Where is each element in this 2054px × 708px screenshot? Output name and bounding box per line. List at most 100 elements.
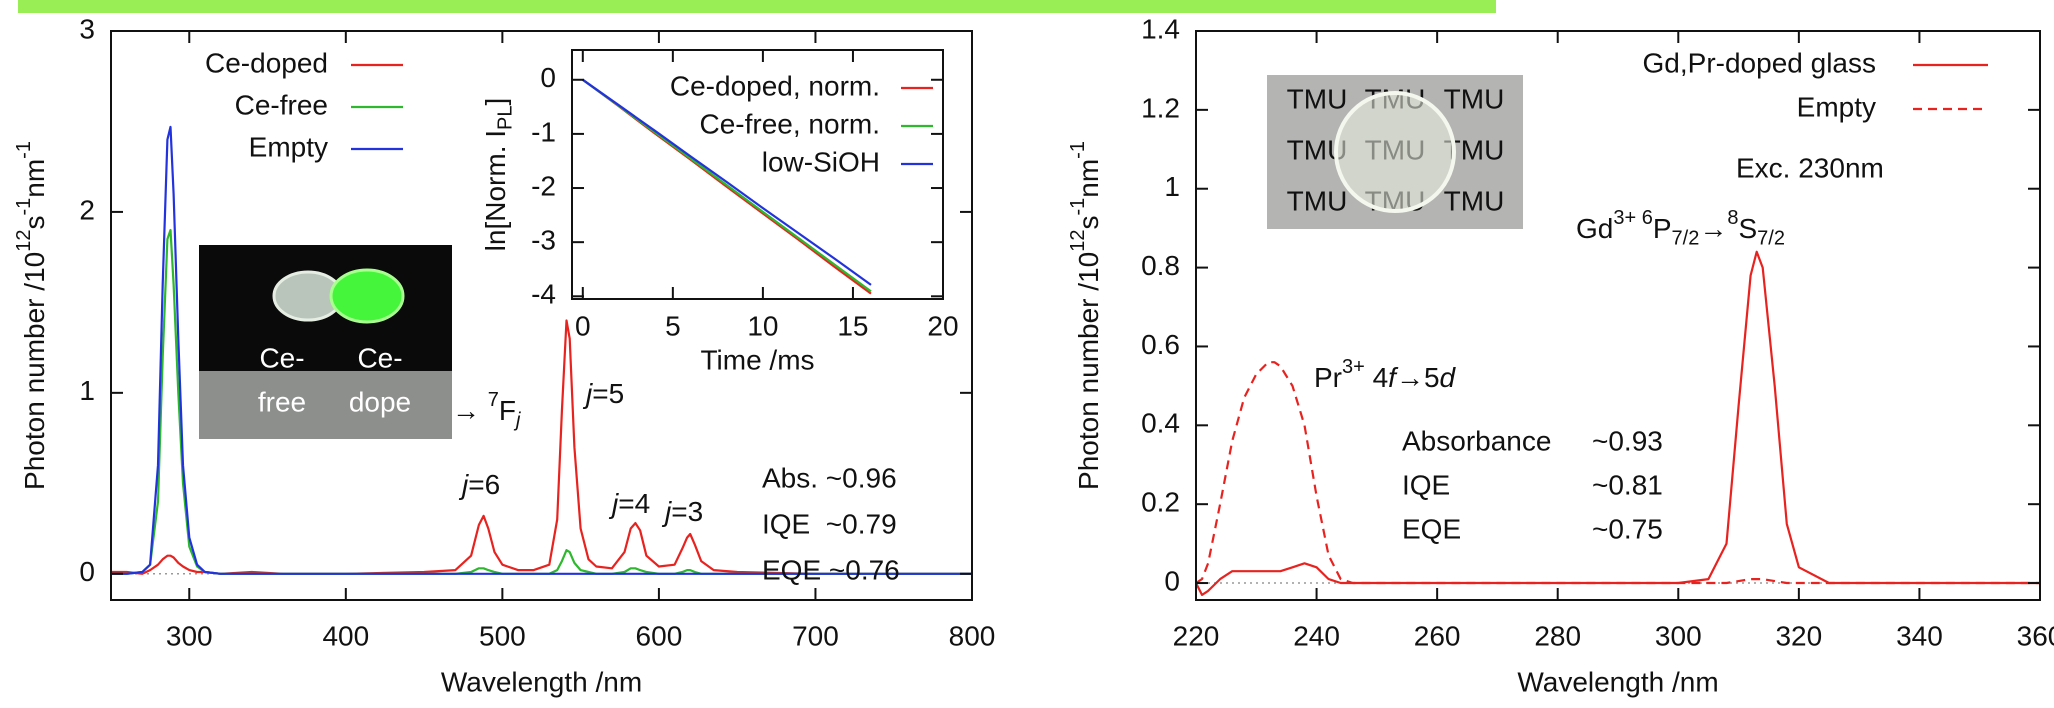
x-axis-title: Wavelength /nm xyxy=(1517,666,1718,697)
annotation: → 7Fj xyxy=(452,390,521,432)
text-segment: j xyxy=(513,410,521,432)
text-segment: j xyxy=(661,496,672,527)
text-segment: s xyxy=(19,216,50,230)
text-segment: =3 xyxy=(671,496,703,527)
text-segment: → xyxy=(1699,213,1727,244)
text-segment: S xyxy=(1738,213,1757,244)
result-text: EQE xyxy=(1402,513,1461,544)
photo-label: TMU xyxy=(1444,83,1505,114)
legend-label: Gd,Pr-doped glass xyxy=(1643,47,1876,78)
y-tick-label: 0 xyxy=(79,556,95,587)
text-segment: → xyxy=(452,395,488,426)
x-tick-label: 600 xyxy=(636,620,683,651)
photo-label: TMU xyxy=(1444,185,1505,216)
photo-sample xyxy=(1334,91,1456,213)
result-text: IQE ~0.79 xyxy=(762,508,897,539)
text-segment: F xyxy=(499,395,516,426)
result-text: IQE xyxy=(1402,469,1450,500)
text-segment: 12 xyxy=(1068,230,1090,252)
x-tick-label: 15 xyxy=(837,310,868,341)
text-segment: 8 xyxy=(1727,208,1738,230)
y-tick-label: -3 xyxy=(531,225,556,256)
photo-label: Ce- xyxy=(259,342,304,373)
text-segment: P xyxy=(1653,213,1672,244)
x-tick-label: 260 xyxy=(1414,620,1461,651)
x-tick-label: 340 xyxy=(1896,620,1943,651)
annotation: Exc. 230nm xyxy=(1736,152,1884,183)
x-tick-label: 300 xyxy=(166,620,213,651)
y-tick-label: 0.4 xyxy=(1141,408,1180,439)
photo-ruler xyxy=(199,371,452,439)
x-axis-title: Time /ms xyxy=(700,344,814,375)
text-segment: -1 xyxy=(1068,141,1090,159)
y-tick-label: 0 xyxy=(1164,565,1180,596)
annotation: j=4 xyxy=(608,488,650,519)
text-segment: nm xyxy=(1073,159,1104,198)
x-tick-label: 800 xyxy=(949,620,996,651)
y-tick-label: 1.2 xyxy=(1141,92,1180,123)
text-segment: =6 xyxy=(468,469,500,500)
text-segment: j xyxy=(458,469,469,500)
y-tick-label: 2 xyxy=(79,194,95,225)
text-segment: PL xyxy=(495,105,517,129)
y-tick-label: -2 xyxy=(531,170,556,201)
annotation: Gd3+ 6P7/2→8S7/2 xyxy=(1576,208,1785,250)
result-text: ~0.81 xyxy=(1592,469,1663,500)
x-tick-label: 240 xyxy=(1293,620,1340,651)
text-segment: Photon number /10 xyxy=(1073,252,1104,490)
annotation: Pr3+ 4f→5d xyxy=(1314,357,1457,394)
text-segment: j xyxy=(608,488,619,519)
series-line xyxy=(111,319,972,575)
y-axis-title: Photon number /1012s-1nm-1 xyxy=(1068,141,1105,490)
y-axis-title: ln[Norm. IPL] xyxy=(480,98,516,252)
y-tick-label: 0.2 xyxy=(1141,487,1180,518)
text-segment: -1 xyxy=(14,141,36,159)
text-segment: s xyxy=(1073,216,1104,230)
result-text: Absorbance xyxy=(1402,425,1551,456)
text-segment: 3+ xyxy=(1342,357,1365,379)
text-segment: d xyxy=(1440,362,1457,393)
text-segment: ln[Norm. I xyxy=(480,130,511,251)
legend-label: low-SiOH xyxy=(762,146,880,177)
x-tick-label: 220 xyxy=(1173,620,1220,651)
photo-label: TMU xyxy=(1287,83,1348,114)
plot-frame xyxy=(1195,30,2041,601)
series-line xyxy=(111,125,972,575)
y-axis-title: Photon number /1012s-1nm-1 xyxy=(14,141,51,490)
text-segment: →5 xyxy=(1396,362,1440,393)
legend-label: Ce-free, norm. xyxy=(700,108,881,139)
photo-label: free xyxy=(258,386,306,417)
x-tick-label: 5 xyxy=(665,310,681,341)
annotation: j=6 xyxy=(458,469,500,500)
inset-background xyxy=(572,50,943,299)
text-segment: f xyxy=(1388,362,1399,393)
text-segment: =5 xyxy=(592,378,624,409)
legend-label: Empty xyxy=(249,131,328,162)
y-tick-label: 0.6 xyxy=(1141,329,1180,360)
y-tick-label: -4 xyxy=(531,279,556,310)
y-tick-label: 1.4 xyxy=(1141,13,1180,44)
x-tick-label: 500 xyxy=(479,620,526,651)
text-segment: 3+ 6 xyxy=(1613,208,1652,230)
y-tick-label: 1 xyxy=(1164,171,1180,202)
x-tick-label: 300 xyxy=(1655,620,1702,651)
x-tick-label: 0 xyxy=(575,310,591,341)
y-tick-label: -1 xyxy=(531,116,556,147)
y-tick-label: 0 xyxy=(540,62,556,93)
result-text: ~0.93 xyxy=(1592,425,1663,456)
text-segment: Pr xyxy=(1314,362,1342,393)
x-tick-label: 700 xyxy=(792,620,839,651)
photo-label: TMU xyxy=(1287,185,1348,216)
result-text: Abs. ~0.96 xyxy=(762,462,897,493)
series-line xyxy=(582,78,872,286)
annotation: j=5 xyxy=(582,378,624,409)
legend-label: Empty xyxy=(1797,91,1876,122)
text-segment: nm xyxy=(19,159,50,198)
text-segment: Gd xyxy=(1576,213,1613,244)
x-axis-title: Wavelength /nm xyxy=(441,666,642,697)
x-tick-label: 20 xyxy=(927,310,958,341)
text-segment: ] xyxy=(480,98,511,106)
